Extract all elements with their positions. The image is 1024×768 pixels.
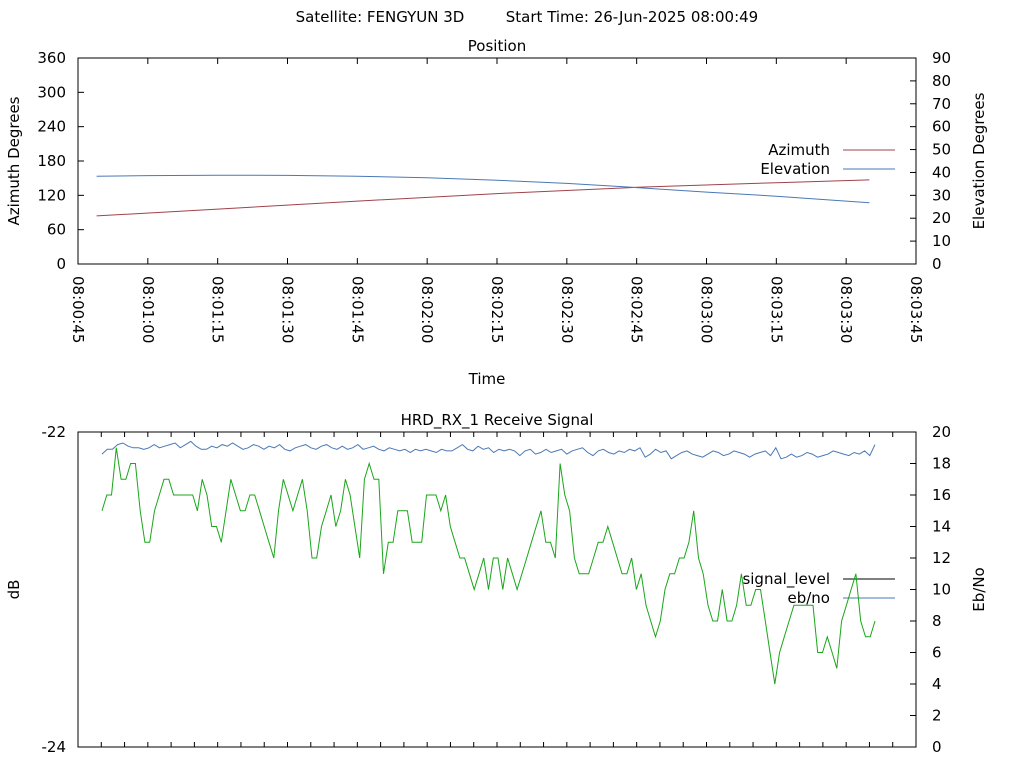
y2-tick-label: 60 [932, 118, 951, 136]
x-tick-label: 08:00:45 [69, 276, 87, 343]
y2-tick-label: 0 [932, 738, 942, 756]
x-tick-label: 08:03:15 [767, 276, 785, 343]
start-time-label: Start Time: 26-Jun-2025 08:00:49 [506, 8, 758, 26]
y2-tick-label: 0 [932, 255, 942, 273]
legend-label-eb-no: eb/no [788, 589, 831, 607]
y-tick-label: 360 [37, 49, 66, 67]
y-tick-label: 240 [37, 118, 66, 136]
y-tick-label: -22 [42, 423, 67, 441]
y2-axis-label: Elevation Degrees [970, 92, 988, 229]
y-axis-label: Azimuth Degrees [5, 96, 23, 225]
y2-tick-label: 14 [932, 518, 951, 536]
y2-tick-label: 16 [932, 486, 951, 504]
y2-tick-label: 90 [932, 49, 951, 67]
x-tick-label: 08:02:15 [488, 276, 506, 343]
y2-tick-label: 40 [932, 163, 951, 181]
x-tick-label: 08:03:45 [907, 276, 925, 343]
y2-tick-label: 50 [932, 141, 951, 159]
x-tick-label: 08:01:15 [209, 276, 227, 343]
x-tick-label: 08:03:00 [698, 276, 716, 343]
y2-tick-label: 4 [932, 675, 942, 693]
x-tick-label: 08:03:30 [837, 276, 855, 343]
y2-axis-label: Eb/No [970, 567, 988, 611]
series-line-elevation [96, 174, 870, 204]
y2-tick-label: 12 [932, 549, 951, 567]
legend-label-azimuth: Azimuth [768, 141, 830, 159]
series-line-azimuth [96, 179, 870, 217]
satellite-label: Satellite: FENGYUN 3D [296, 8, 465, 26]
y-tick-label: 180 [37, 152, 66, 170]
y2-tick-label: 8 [932, 612, 942, 630]
y-tick-label: -24 [42, 738, 67, 756]
y2-tick-label: 6 [932, 644, 942, 662]
x-axis-label: Time [468, 370, 506, 388]
y2-tick-label: 10 [932, 232, 951, 250]
y2-tick-label: 2 [932, 707, 942, 725]
y-tick-label: 120 [37, 186, 66, 204]
y2-tick-label: 10 [932, 581, 951, 599]
series-line-unnamed [101, 447, 876, 685]
position-chart: Position 0 60 120 180 240 300 360 0 10 20 30 40 50 60 7… [5, 37, 988, 388]
y-tick-label: 60 [47, 221, 66, 239]
x-tick-label: 08:01:30 [279, 276, 297, 343]
y2-tick-label: 20 [932, 209, 951, 227]
legend-label-elevation: Elevation [760, 160, 830, 178]
x-tick-label: 08:01:00 [139, 276, 157, 343]
y2-tick-label: 30 [932, 186, 951, 204]
chart-title: HRD_RX_1 Receive Signal [401, 411, 594, 430]
y-tick-label: 0 [56, 255, 66, 273]
y2-tick-label: 80 [932, 72, 951, 90]
legend-label-signal-level: signal_level [742, 570, 830, 589]
y2-tick-label: 18 [932, 455, 951, 473]
receive-signal-chart: HRD_RX_1 Receive Signal -24 -22 0 2 4 6 8 10 12 14… [5, 411, 988, 756]
x-tick-label: 08:02:45 [628, 276, 646, 343]
y2-tick-label: 20 [932, 423, 951, 441]
x-tick-label: 08:02:30 [558, 276, 576, 343]
series-line-eb-no [101, 440, 876, 460]
y-tick-label: 300 [37, 83, 66, 101]
x-tick-label: 08:01:45 [348, 276, 366, 343]
y-axis-label: dB [5, 580, 23, 600]
y2-tick-label: 70 [932, 95, 951, 113]
chart-title: Position [468, 37, 526, 55]
x-tick-label: 08:02:00 [418, 276, 436, 343]
